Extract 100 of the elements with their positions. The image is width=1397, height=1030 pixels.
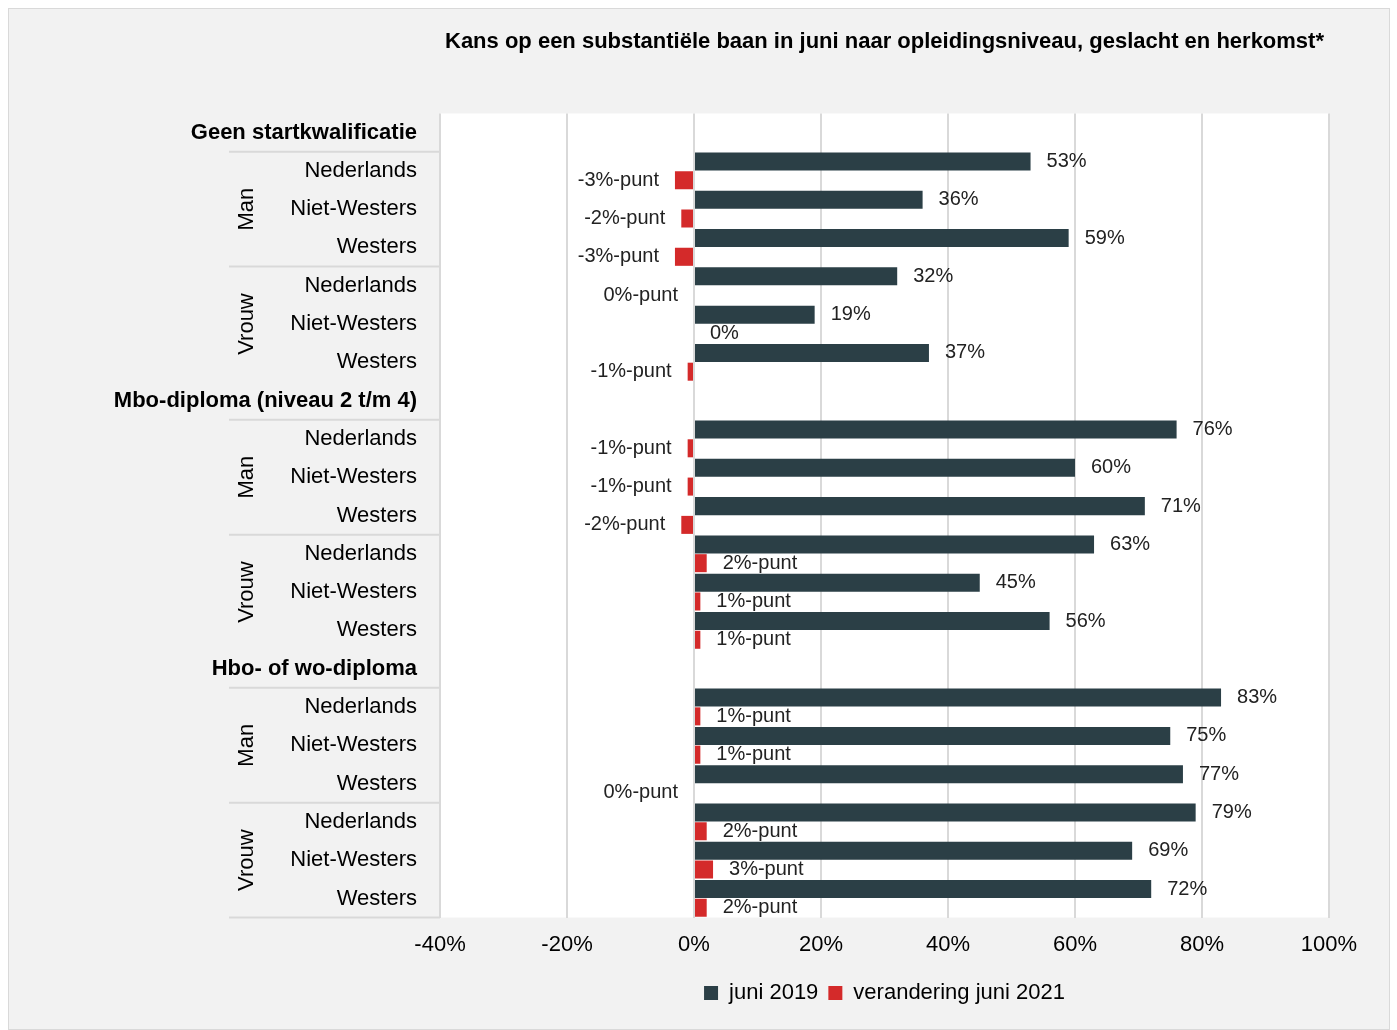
legend-label: juni 2019 (728, 979, 819, 1005)
data-label: 0% (710, 320, 740, 343)
bar (695, 535, 1095, 554)
bar (695, 880, 1152, 899)
bar (687, 362, 693, 381)
y-tick-label: Nederlands (304, 156, 417, 182)
bar (695, 765, 1183, 784)
bar (695, 190, 923, 209)
bar (695, 688, 1222, 707)
data-label: -3%-punt (577, 244, 660, 267)
y-tick-label: Hbo- of wo-diploma (211, 654, 418, 680)
bar (687, 439, 693, 458)
bar (695, 860, 714, 879)
bar (674, 171, 693, 190)
data-label: 76% (1192, 417, 1233, 440)
data-label: 53% (1046, 148, 1087, 171)
data-label: 19% (830, 302, 871, 325)
y-tick-label: Westers (336, 884, 417, 910)
data-label: 2%-punt (722, 550, 798, 573)
data-label: 1%-punt (716, 703, 792, 726)
x-tick-label: 100% (1300, 930, 1358, 956)
y-tick-label: Niet-Westers (290, 195, 417, 221)
data-label: 59% (1084, 225, 1125, 248)
bar (681, 209, 693, 228)
y-tick-label: Nederlands (304, 807, 417, 833)
bar (695, 592, 701, 611)
text: Man (233, 723, 259, 767)
bar (695, 573, 980, 592)
y-tick-label: Nederlands (304, 539, 417, 565)
x-tick-label: 60% (1052, 930, 1098, 956)
data-label: -2%-punt (584, 206, 666, 229)
y-tick-label: Nederlands (304, 424, 417, 450)
bar (695, 630, 701, 649)
y-tick-label: Niet-Westers (290, 578, 417, 604)
bar (695, 707, 701, 726)
bar (695, 745, 701, 764)
data-label: -1%-punt (590, 359, 673, 382)
data-label: 72% (1167, 876, 1208, 899)
data-label: 56% (1065, 608, 1106, 631)
bar (674, 247, 693, 266)
y-tick-label: Nederlands (304, 693, 417, 719)
y-tick-label: Westers (336, 348, 417, 374)
data-label: 77% (1198, 761, 1240, 784)
data-label: 1%-punt (716, 742, 792, 765)
bar (695, 822, 707, 841)
text: Man (233, 187, 259, 231)
data-label: 69% (1148, 838, 1189, 861)
data-label: 36% (938, 187, 979, 210)
data-label: 45% (995, 570, 1036, 593)
bar (687, 477, 693, 496)
bar (695, 726, 1171, 745)
y-tick-label: Westers (336, 769, 417, 795)
data-label: 32% (913, 263, 954, 286)
bar (695, 497, 1145, 516)
legend-label: verandering juni 2021 (853, 979, 1065, 1005)
x-tick-label: 40% (925, 930, 971, 956)
text: Vrouw (233, 561, 259, 623)
y-tick-label: Westers (336, 501, 417, 527)
bar (695, 898, 707, 917)
x-tick-label: 20% (798, 930, 844, 956)
bar (695, 803, 1196, 822)
data-label: 0%-punt (603, 282, 679, 305)
bar (695, 420, 1177, 439)
data-label: -1%-punt (590, 474, 673, 497)
bar (695, 305, 815, 324)
data-label: 0%-punt (603, 780, 679, 803)
data-label: 2%-punt (722, 895, 798, 918)
chart-title: Kans op een substantiële baan in juni naar opleidingsniveau, geslacht en herkomst* (445, 28, 1325, 54)
data-label: 3%-punt (729, 857, 804, 880)
y-tick-label: Mbo-diploma (niveau 2 t/m 4) (113, 386, 417, 412)
bar (695, 152, 1031, 171)
bar (695, 267, 898, 286)
x-tick-label: -20% (541, 930, 593, 956)
y-tick-label: Niet-Westers (290, 310, 417, 336)
data-label: 83% (1237, 685, 1278, 708)
data-label: 63% (1110, 531, 1151, 554)
y-tick-label: Westers (336, 616, 417, 642)
data-label: 37% (944, 340, 986, 363)
bar (695, 229, 1069, 248)
x-tick-label: -40% (414, 930, 466, 956)
text: Man (233, 455, 259, 499)
y-tick-label: Westers (336, 233, 417, 259)
y-tick-label: Geen startkwalificatie (190, 118, 417, 144)
x-tick-label: 0% (678, 930, 710, 956)
data-label: 71% (1160, 493, 1202, 516)
data-label: 60% (1091, 455, 1132, 478)
data-label: 75% (1186, 723, 1227, 746)
bar (695, 612, 1050, 631)
data-label: 1%-punt (716, 627, 792, 650)
data-label: -2%-punt (584, 512, 666, 535)
y-tick-label: Niet-Westers (290, 463, 417, 489)
data-label: 79% (1211, 800, 1252, 822)
x-tick-label: 80% (1179, 930, 1225, 956)
y-tick-label: Niet-Westers (290, 731, 417, 757)
data-label: 2%-punt (722, 818, 798, 841)
data-label: -1%-punt (590, 435, 673, 458)
text: Vrouw (233, 293, 259, 355)
bar (695, 841, 1133, 860)
y-tick-label: Niet-Westers (290, 846, 417, 872)
bar (681, 515, 693, 534)
